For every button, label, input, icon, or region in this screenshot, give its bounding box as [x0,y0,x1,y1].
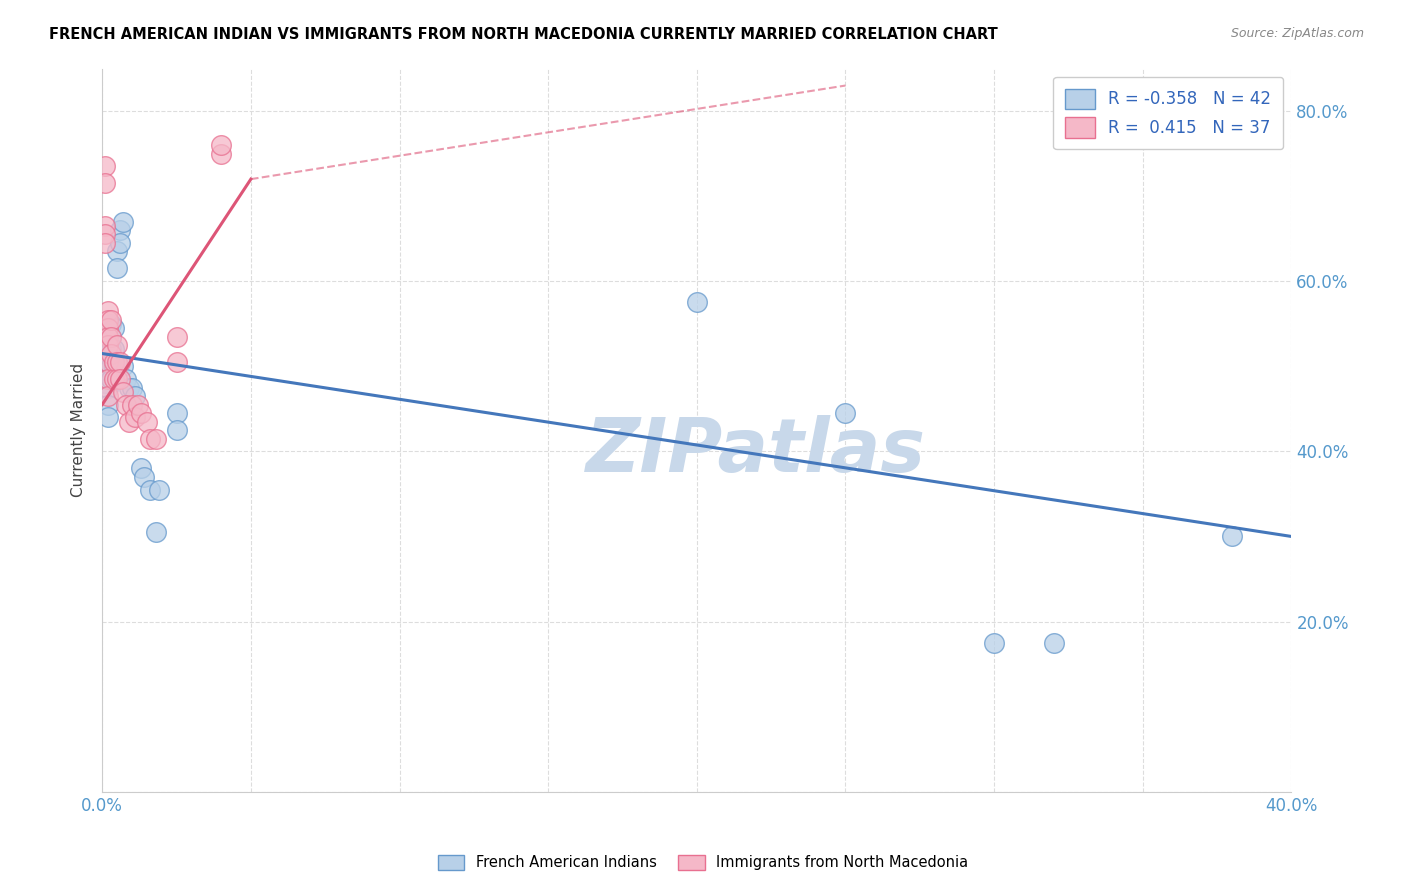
Point [148,483,170,497]
Point [105,338,128,352]
Point [139,432,162,446]
Point [105,372,128,386]
Point [111,359,134,374]
Legend: R = -0.358   N = 42, R =  0.415   N = 37: R = -0.358 N = 42, R = 0.415 N = 37 [1053,77,1284,149]
Point [97,343,120,357]
Point [97,312,120,326]
Point [94,346,117,360]
Point [100,346,122,360]
Point [97,329,120,343]
Point [103,359,125,374]
Point [139,483,162,497]
Point [129,406,152,420]
Point [105,355,128,369]
Point [108,235,131,250]
Point [105,261,128,276]
Point [94,227,117,242]
Point [97,380,120,394]
Text: Source: ZipAtlas.com: Source: ZipAtlas.com [1230,27,1364,40]
Point [129,461,152,475]
Point [166,423,188,437]
Point [124,389,146,403]
Point [209,138,232,153]
Point [100,312,122,326]
Point [97,304,120,318]
Point [100,329,122,343]
Point [100,372,122,386]
Point [108,372,131,386]
Point [834,406,856,420]
Text: ZIPatlas: ZIPatlas [586,416,927,488]
Point [121,398,143,412]
Point [94,160,117,174]
Point [97,338,120,352]
Point [118,415,141,429]
Point [124,410,146,425]
Point [97,321,120,335]
Point [97,389,120,403]
Point [97,410,120,425]
Point [115,398,138,412]
Point [94,359,117,374]
Point [166,406,188,420]
Point [94,219,117,233]
Point [97,329,120,343]
Point [132,470,155,484]
Point [94,321,117,335]
Point [103,355,125,369]
Point [97,363,120,377]
Point [1042,636,1064,650]
Point [127,398,149,412]
Point [111,384,134,399]
Point [166,355,188,369]
Point [105,244,128,259]
Point [1220,529,1243,543]
Point [97,355,120,369]
Point [145,432,167,446]
Point [103,321,125,335]
Point [686,295,709,310]
Legend: French American Indians, Immigrants from North Macedonia: French American Indians, Immigrants from… [432,848,974,876]
Point [166,329,188,343]
Y-axis label: Currently Married: Currently Married [72,363,86,497]
Point [121,380,143,394]
Point [118,380,141,394]
Point [94,376,117,391]
Point [103,343,125,357]
Point [100,359,122,374]
Point [100,329,122,343]
Point [209,146,232,161]
Point [115,372,138,386]
Point [111,215,134,229]
Point [983,636,1005,650]
Point [100,343,122,357]
Text: FRENCH AMERICAN INDIAN VS IMMIGRANTS FROM NORTH MACEDONIA CURRENTLY MARRIED CORR: FRENCH AMERICAN INDIAN VS IMMIGRANTS FRO… [49,27,998,42]
Point [94,177,117,191]
Point [97,372,120,386]
Point [97,321,120,335]
Point [103,372,125,386]
Point [94,235,117,250]
Point [135,415,157,429]
Point [145,525,167,540]
Point [108,355,131,369]
Point [97,355,120,369]
Point [100,317,122,331]
Point [108,223,131,237]
Point [97,398,120,412]
